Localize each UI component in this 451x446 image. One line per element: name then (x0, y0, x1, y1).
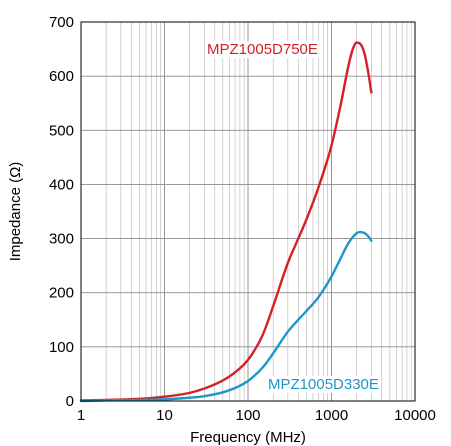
x-tick-label: 10000 (394, 407, 436, 424)
y-tick-label: 400 (49, 176, 74, 193)
x-axis-tick-labels: 1 10 100 1000 10000 (77, 407, 436, 424)
y-tick-label: 700 (49, 14, 74, 31)
x-axis-title: Frequency (MHz) (190, 429, 306, 446)
x-tick-label: 100 (235, 407, 260, 424)
y-axis-tick-labels: 0 100 200 300 400 500 600 700 (49, 14, 74, 410)
y-tick-label: 500 (49, 122, 74, 139)
x-tick-label: 1000 (315, 407, 348, 424)
y-tick-label: 100 (49, 339, 74, 356)
series-labels: MPZ1005D750E MPZ1005D330E (205, 41, 381, 393)
series-line-1 (79, 230, 373, 403)
y-tick-label: 300 (49, 231, 74, 248)
y-tick-label: 600 (49, 68, 74, 85)
y-axis-title: Impedance (Ω) (7, 162, 24, 262)
series-line-0 (79, 41, 373, 402)
x-tick-label: 10 (156, 407, 173, 424)
chart-grid (81, 22, 415, 401)
series-label-0: MPZ1005D750E (207, 41, 318, 58)
series-label-1: MPZ1005D330E (268, 376, 379, 393)
y-tick-label: 0 (66, 393, 74, 410)
series-label-background (205, 41, 320, 58)
y-tick-label: 200 (49, 285, 74, 302)
plot-frame (80, 21, 416, 402)
chart-series (79, 41, 373, 403)
series-label-background (266, 376, 381, 393)
x-tick-label: 1 (77, 407, 85, 424)
